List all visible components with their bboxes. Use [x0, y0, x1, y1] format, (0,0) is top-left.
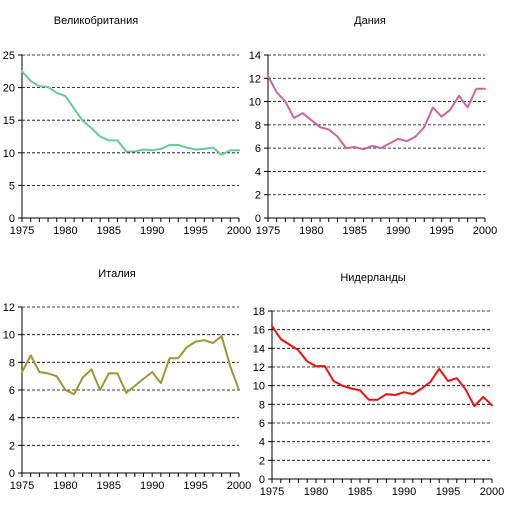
x-tick-label: 2000	[473, 225, 497, 237]
chart-title: Нидерланды	[340, 272, 405, 284]
x-tick-label: 1990	[140, 480, 164, 492]
chart-title: Италия	[98, 268, 136, 280]
y-tick-label: 14	[249, 50, 261, 62]
y-tick-label: 12	[253, 362, 265, 374]
y-tick-label: 2	[255, 190, 261, 202]
y-tick-label: 2	[9, 440, 15, 452]
x-tick-label: 1985	[348, 486, 372, 498]
x-tick-label: 1980	[299, 225, 323, 237]
y-tick-label: 10	[3, 330, 15, 342]
x-tick-label: 1985	[343, 225, 367, 237]
y-tick-label: 14	[253, 343, 265, 355]
x-tick-label: 1995	[183, 225, 207, 237]
x-tick-label: 2000	[227, 480, 251, 492]
y-tick-label: 6	[259, 418, 265, 430]
y-tick-label: 0	[255, 213, 261, 225]
x-tick-label: 1975	[260, 486, 284, 498]
chart-panel-3: Италия 0 2 4 6 8 10 12 1975 1980 1985 1990 1995 2000	[3, 268, 251, 492]
y-tick-label: 25	[3, 50, 15, 62]
y-tick-label: 15	[3, 115, 15, 127]
y-tick-label: 2	[259, 455, 265, 467]
x-tick-label: 1980	[304, 486, 328, 498]
y-tick-label: 5	[9, 180, 15, 192]
x-tick-label: 1990	[386, 225, 410, 237]
x-tick-label: 1995	[429, 225, 453, 237]
series-line	[21, 335, 240, 396]
x-tick-label: 1995	[183, 480, 207, 492]
x-tick-label: 1975	[10, 225, 34, 237]
y-tick-label: 8	[9, 357, 15, 369]
chart-title: Дания	[354, 15, 386, 27]
chart-title: Великобритания	[54, 15, 139, 27]
x-tick-label: 2000	[480, 486, 504, 498]
x-tick-label: 1990	[140, 225, 164, 237]
chart-panel-4: Нидерланды 0 2 4 6 8 10 12 14 16 18 1975 1980 1985 199…	[253, 272, 504, 498]
y-tick-label: 4	[255, 166, 261, 178]
series-line	[267, 75, 486, 151]
x-tick-label: 1975	[256, 225, 280, 237]
x-tick-label: 2000	[227, 225, 251, 237]
y-tick-label: 8	[255, 120, 261, 132]
y-tick-label: 10	[253, 381, 265, 393]
series-line	[21, 70, 240, 156]
x-tick-label: 1980	[53, 480, 77, 492]
y-tick-label: 6	[255, 143, 261, 155]
y-tick-label: 6	[9, 385, 15, 397]
x-tick-label: 1995	[436, 486, 460, 498]
y-tick-label: 12	[249, 73, 261, 85]
y-tick-label: 0	[259, 474, 265, 486]
x-tick-label: 1975	[10, 480, 34, 492]
x-tick-label: 1985	[97, 480, 121, 492]
series-line	[271, 324, 493, 408]
x-tick-label: 1985	[97, 225, 121, 237]
x-tick-label: 1980	[53, 225, 77, 237]
y-tick-label: 16	[253, 325, 265, 337]
y-tick-label: 10	[249, 97, 261, 109]
y-tick-label: 10	[3, 148, 15, 160]
y-tick-label: 12	[3, 302, 15, 314]
chart-panel-1: Великобритания 0 5 10 15 20 25 1975 1980 1985 1990…	[3, 15, 251, 237]
y-tick-label: 4	[259, 437, 265, 449]
y-tick-label: 20	[3, 83, 15, 95]
y-tick-label: 0	[9, 468, 15, 480]
y-tick-label: 0	[9, 213, 15, 225]
y-tick-label: 4	[9, 413, 15, 425]
chart-panel-2: Дания 0 2 4 6 8 10 12 14 1975 1980 1985 1990 1995 2000	[249, 15, 497, 237]
x-tick-label: 1990	[392, 486, 416, 498]
y-tick-label: 8	[259, 399, 265, 411]
y-tick-label: 18	[253, 306, 265, 318]
